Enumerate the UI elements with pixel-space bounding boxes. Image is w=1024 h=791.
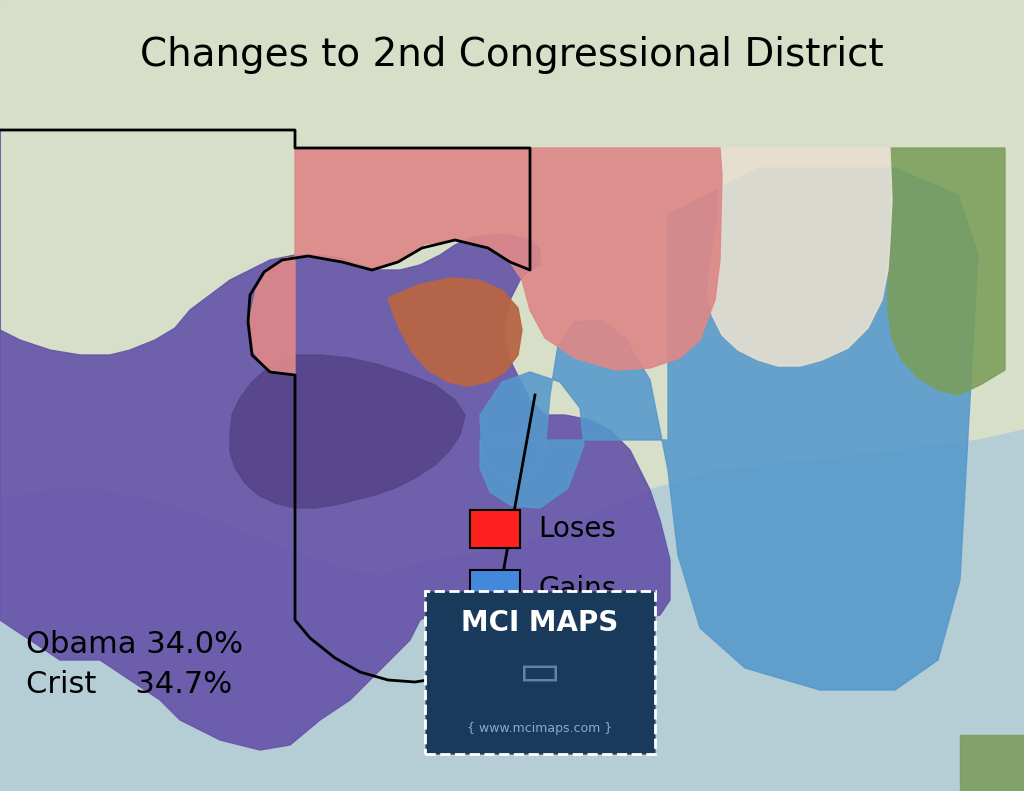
Polygon shape (888, 148, 1005, 395)
Text: Gains: Gains (539, 575, 616, 603)
Text: Obama 34.0%: Obama 34.0% (26, 630, 243, 659)
Polygon shape (961, 735, 1024, 791)
Polygon shape (708, 148, 892, 366)
Text: Retains: Retains (539, 635, 641, 663)
Bar (470, 570, 520, 608)
Text: Changes to 2nd Congressional District: Changes to 2nd Congressional District (140, 36, 884, 74)
Polygon shape (480, 168, 978, 690)
FancyBboxPatch shape (425, 591, 655, 754)
Polygon shape (230, 355, 465, 508)
Text: { www.mcimaps.com }: { www.mcimaps.com } (467, 722, 612, 735)
Polygon shape (250, 148, 722, 375)
Polygon shape (0, 130, 670, 750)
Bar (470, 510, 520, 548)
Bar (470, 630, 520, 668)
Polygon shape (0, 430, 1024, 791)
Text: MCI MAPS: MCI MAPS (462, 609, 618, 637)
Text: ▭: ▭ (519, 651, 561, 694)
Text: Crist    34.7%: Crist 34.7% (26, 670, 231, 698)
Polygon shape (388, 278, 522, 386)
Text: Loses: Loses (539, 515, 616, 543)
